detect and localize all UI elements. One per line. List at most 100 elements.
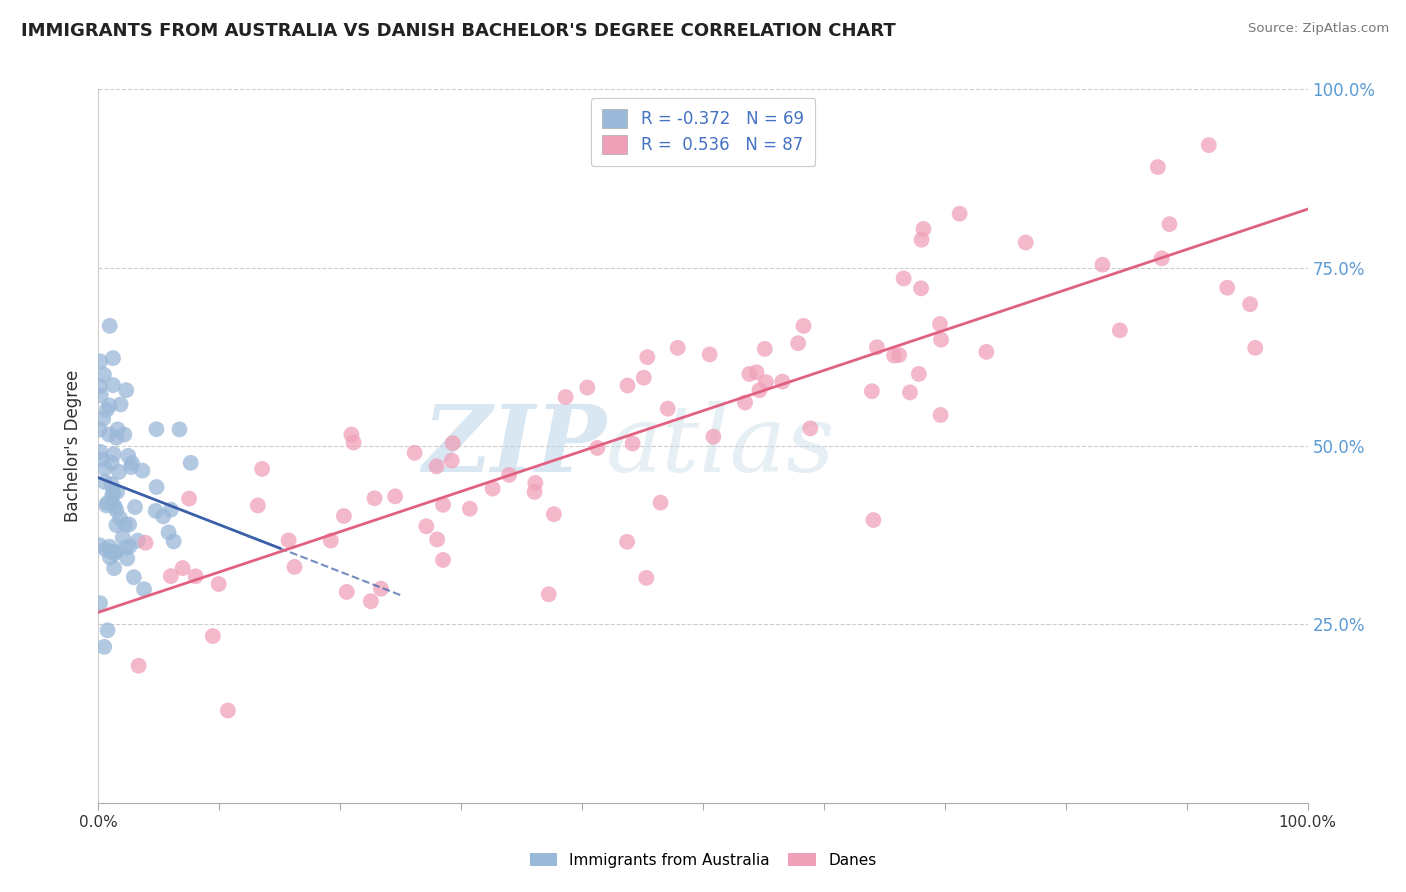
Point	[89, 445, 111, 459]
Point	[910, 281, 932, 295]
Point	[770, 375, 793, 389]
Point	[910, 233, 932, 247]
Point	[157, 525, 180, 540]
Point	[384, 489, 406, 503]
Point	[616, 534, 638, 549]
Point	[734, 395, 756, 409]
Point	[105, 503, 128, 517]
Point	[96, 499, 118, 513]
Point	[96, 403, 118, 417]
Point	[576, 381, 599, 395]
Point	[128, 658, 150, 673]
Point	[1239, 297, 1261, 311]
Point	[898, 385, 921, 400]
Point	[755, 375, 778, 389]
Point	[699, 347, 721, 361]
Point	[104, 546, 127, 560]
Point	[160, 502, 183, 516]
Point	[94, 542, 117, 557]
Point	[912, 222, 935, 236]
Point	[145, 422, 167, 436]
Point	[754, 342, 776, 356]
Point	[363, 491, 385, 506]
Point	[101, 496, 124, 510]
Point	[1146, 160, 1168, 174]
Point	[98, 318, 121, 333]
Point	[93, 368, 115, 382]
Point	[108, 465, 131, 479]
Point	[524, 475, 547, 490]
Point	[89, 423, 111, 437]
Point	[745, 365, 768, 379]
Point	[145, 504, 167, 518]
Point	[458, 501, 481, 516]
Point	[98, 550, 121, 565]
Point	[1216, 281, 1239, 295]
Point	[97, 427, 120, 442]
Legend: R = -0.372   N = 69, R =  0.536   N = 87: R = -0.372 N = 69, R = 0.536 N = 87	[591, 97, 815, 166]
Point	[100, 545, 122, 559]
Point	[633, 370, 655, 384]
Point	[929, 317, 952, 331]
Point	[336, 585, 359, 599]
Point	[117, 449, 139, 463]
Point	[866, 340, 889, 354]
Point	[657, 401, 679, 416]
Point	[748, 383, 770, 397]
Point	[738, 367, 761, 381]
Point	[702, 430, 724, 444]
Point	[94, 475, 117, 489]
Point	[101, 351, 124, 365]
Point	[1159, 217, 1181, 231]
Point	[1108, 323, 1130, 337]
Point	[440, 453, 463, 467]
Point	[586, 441, 609, 455]
Point	[425, 459, 447, 474]
Point	[498, 467, 520, 482]
Point	[122, 570, 145, 584]
Point	[89, 354, 111, 368]
Point	[90, 452, 112, 467]
Point	[111, 530, 134, 544]
Point	[1198, 138, 1220, 153]
Point	[89, 379, 111, 393]
Point	[862, 513, 884, 527]
Point	[101, 378, 124, 392]
Point	[103, 561, 125, 575]
Point	[132, 582, 155, 597]
Point	[105, 518, 128, 533]
Point	[404, 446, 426, 460]
Point	[98, 540, 121, 554]
Point	[893, 271, 915, 285]
Point	[340, 427, 363, 442]
Point	[131, 464, 153, 478]
Point	[217, 704, 239, 718]
Point	[537, 587, 560, 601]
Point	[108, 511, 131, 525]
Point	[101, 488, 124, 502]
Point	[104, 500, 127, 514]
Point	[105, 484, 128, 499]
Point	[333, 508, 356, 523]
Point	[441, 436, 464, 450]
Point	[118, 517, 141, 532]
Point	[976, 344, 998, 359]
Point	[115, 551, 138, 566]
Point	[1015, 235, 1038, 250]
Text: IMMIGRANTS FROM AUSTRALIA VS DANISH BACHELOR'S DEGREE CORRELATION CHART: IMMIGRANTS FROM AUSTRALIA VS DANISH BACH…	[21, 22, 896, 40]
Point	[118, 540, 141, 554]
Point	[177, 491, 200, 506]
Point	[432, 498, 454, 512]
Point	[543, 507, 565, 521]
Point	[93, 640, 115, 654]
Point	[792, 318, 814, 333]
Point	[1150, 252, 1173, 266]
Point	[370, 582, 392, 596]
Point	[96, 496, 118, 510]
Point	[107, 422, 129, 436]
Point	[127, 533, 149, 548]
Point	[91, 411, 114, 425]
Point	[949, 207, 972, 221]
Point	[360, 594, 382, 608]
Point	[883, 349, 905, 363]
